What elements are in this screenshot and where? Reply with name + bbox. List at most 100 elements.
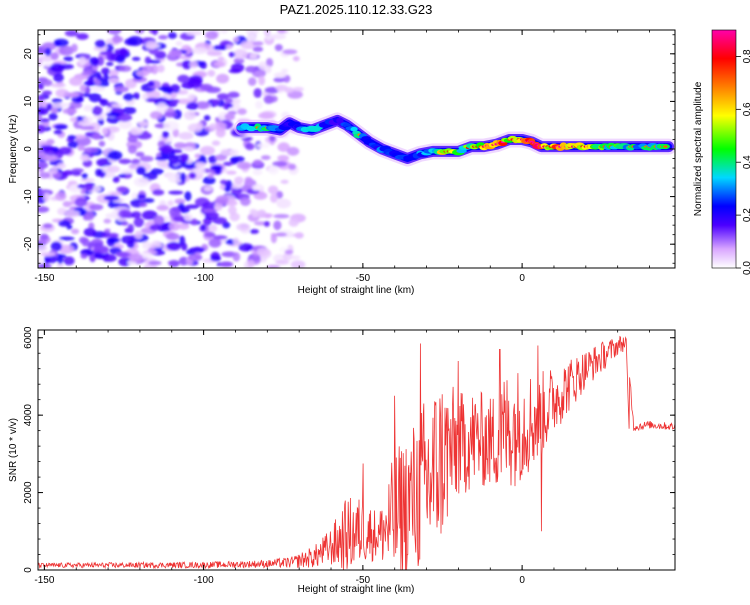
spectrogram-cell [167, 200, 174, 207]
spectrogram-cell [103, 73, 110, 82]
snr-x-ticks: -150 -100 -50 0 [34, 330, 650, 586]
spectrogram-cell [202, 208, 218, 213]
colorbar-gradient [712, 30, 736, 268]
spectrogram-cell [182, 146, 194, 152]
spectrogram-cell [58, 146, 72, 155]
spectrogram-cell [245, 65, 258, 73]
spectrogram-cell [211, 45, 228, 51]
spectrogram-cell [40, 145, 55, 152]
spectrogram-cell [116, 186, 128, 193]
spectrogram-cell [62, 201, 72, 208]
spectrogram-cell [42, 90, 52, 96]
spectrogram-cell [277, 142, 290, 152]
spectrogram-cell [153, 215, 165, 226]
spectrogram-cell [151, 64, 159, 75]
spectrogram-cell [204, 231, 216, 238]
spectrogram-cell [185, 204, 200, 209]
spectrogram-cell [222, 161, 233, 166]
x-tick-label: -50 [356, 273, 371, 284]
spectrogram-cell [232, 37, 239, 42]
spectrogram-cell [265, 65, 272, 74]
spectrogram-cell [107, 237, 120, 244]
spectrogram-cell [158, 35, 169, 40]
spectrogram-cell [168, 206, 181, 217]
spectrogram-cell [147, 80, 155, 87]
spectrogram-cell [273, 220, 282, 231]
spectrogram-cell [71, 228, 80, 235]
spectrogram-cell [62, 108, 77, 115]
colorbar-tick-label: 0.0 [742, 261, 750, 275]
spectrogram-cell [122, 106, 137, 115]
spectrogram-cell [136, 166, 147, 175]
spectrogram-cell [276, 191, 283, 199]
spectrogram-cell [203, 186, 213, 192]
spectrogram-cell [226, 170, 237, 175]
spectrogram-cell [167, 173, 183, 184]
spectrogram-cell [163, 121, 180, 131]
spectrogram-cell [137, 194, 146, 199]
colorbar-ticks: 0.0 0.2 0.4 0.6 0.8 [736, 49, 750, 275]
x-tick-label: -100 [194, 273, 214, 284]
spectrogram-cell [74, 197, 88, 207]
spectrogram-cell [67, 135, 77, 140]
spectrogram-cell [234, 176, 244, 185]
spectrogram-cell [249, 229, 259, 234]
spectrogram-cell [69, 76, 83, 87]
spectrogram-cell [292, 56, 300, 62]
spectrogram-cell [230, 156, 239, 165]
spectrogram-cell [184, 191, 192, 202]
spectrogram-cell [227, 91, 240, 99]
spectrogram-noise [38, 30, 306, 268]
snr-y-label: SNR (10 * v/v) [8, 418, 19, 482]
spectrogram-cell [175, 41, 183, 46]
spectrogram-cell [288, 218, 299, 227]
spectrogram-cell [136, 70, 149, 77]
spectrogram-cell [245, 143, 255, 151]
spectrogram-cell [118, 158, 132, 165]
spectrogram-x-ticks: -150 -100 -50 0 [34, 30, 650, 284]
spectrogram-cell [166, 241, 182, 251]
spectrogram-cell [276, 198, 292, 209]
spectrogram-cell [282, 49, 298, 55]
spectrogram-cell [41, 42, 57, 51]
spectrogram-cell [286, 146, 300, 156]
spectrogram-cell [266, 264, 281, 268]
spectrogram-cell [292, 87, 304, 92]
spectrogram-cell [104, 228, 111, 233]
x-tick-label: -50 [356, 575, 371, 586]
spectrogram-cell [252, 169, 263, 176]
spectrogram-cell [277, 155, 290, 162]
spectrogram-cell [120, 47, 127, 57]
spectrogram-cell [276, 30, 286, 34]
spectrogram-cell [50, 83, 66, 88]
spectrogram-cell [139, 202, 148, 208]
spectrogram-cell [233, 57, 245, 64]
spectrogram-cell [263, 221, 270, 227]
spectrogram-cell [120, 169, 135, 174]
spectrogram-cell [256, 247, 271, 256]
spectrogram-cell [168, 190, 184, 195]
spectrogram-cell [54, 124, 68, 130]
spectrogram-cell [216, 73, 230, 84]
spectrogram-cell [249, 208, 257, 215]
spectrogram-cell [188, 172, 197, 180]
spectrogram-cell [263, 30, 271, 37]
spectrogram-cell [76, 96, 84, 103]
spectrogram-cell [63, 92, 80, 98]
spectrogram-cell [38, 95, 46, 102]
colorbar-tick-label: 0.2 [742, 208, 750, 222]
spectrogram-cell [281, 68, 289, 74]
colorbar-label: Normalized spectral amplitude [693, 81, 704, 216]
spectrogram-cell [252, 184, 261, 191]
spectrogram-cell [178, 132, 194, 140]
spectrogram-cell [247, 259, 255, 268]
spectrogram-cell [63, 256, 75, 266]
y-tick-label: 0 [23, 567, 34, 573]
spectrogram-cell [58, 244, 75, 254]
spectrogram-cell [248, 77, 257, 86]
spectrogram-cell [38, 206, 50, 213]
spectrogram-cell [151, 240, 162, 246]
spectrogram-cell [215, 121, 227, 132]
spectrogram-cell [168, 155, 180, 165]
spectrogram-cell [217, 56, 225, 62]
